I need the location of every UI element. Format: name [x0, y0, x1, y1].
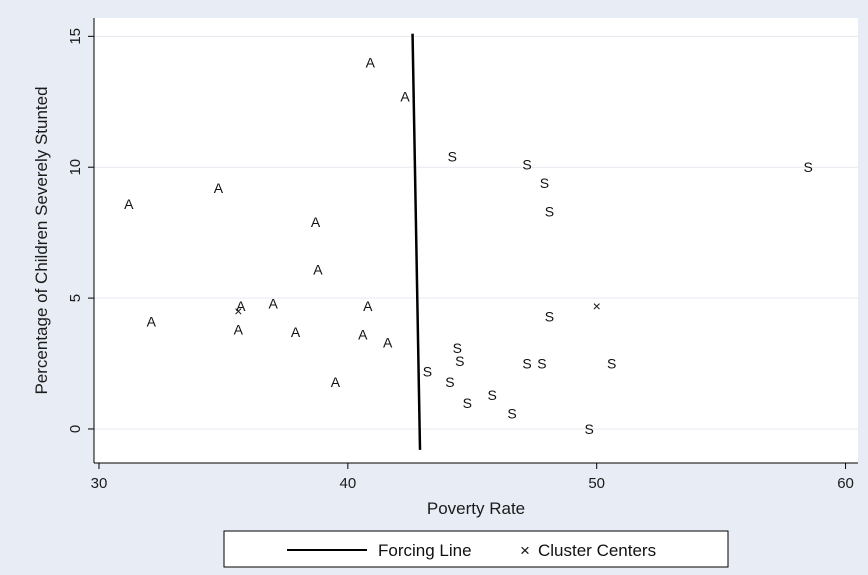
data-point-a: A: [234, 322, 244, 338]
y-tick-label: 10: [67, 159, 84, 176]
data-point-s: S: [488, 387, 497, 403]
y-tick-label: 5: [67, 294, 84, 302]
legend-item-forcing-line: Forcing Line: [378, 541, 472, 560]
x-tick-label: 50: [588, 475, 605, 492]
y-tick-label: 15: [67, 28, 84, 45]
data-point-s: S: [545, 204, 554, 220]
y-tick-label: 0: [67, 425, 84, 433]
data-point-a: A: [147, 314, 157, 330]
x-tick-label: 60: [837, 475, 854, 492]
data-point-s: S: [540, 175, 549, 191]
legend: Forcing Line × Cluster Centers: [224, 531, 728, 567]
data-point-a: A: [124, 196, 134, 212]
data-point-s: S: [507, 405, 516, 421]
data-point-s: S: [463, 395, 472, 411]
cluster-center-marker: ×: [593, 298, 601, 314]
data-point-a: A: [363, 298, 373, 314]
data-point-s: S: [585, 421, 594, 437]
x-tick-label: 40: [339, 475, 356, 492]
y-axis-title: Percentage of Children Severely Stunted: [32, 86, 51, 394]
data-point-a: A: [269, 295, 279, 311]
data-point-a: A: [311, 214, 321, 230]
cluster-center-marker: ×: [234, 303, 242, 319]
data-point-a: A: [400, 89, 410, 105]
legend-cross-swatch: ×: [520, 541, 530, 560]
data-point-s: S: [522, 356, 531, 372]
data-point-s: S: [545, 308, 554, 324]
data-point-s: S: [607, 356, 616, 372]
data-point-s: S: [804, 159, 813, 175]
legend-item-cluster-centers: Cluster Centers: [538, 541, 656, 560]
data-point-s: S: [445, 374, 454, 390]
data-point-a: A: [383, 335, 393, 351]
x-tick-label: 30: [91, 475, 108, 492]
data-point-a: A: [366, 55, 376, 71]
data-point-a: A: [331, 374, 341, 390]
data-point-s: S: [455, 353, 464, 369]
data-point-a: A: [313, 261, 323, 277]
data-point-s: S: [448, 149, 457, 165]
data-point-a: A: [358, 327, 368, 343]
data-point-a: A: [214, 180, 224, 196]
data-point-s: S: [522, 157, 531, 173]
data-point-s: S: [423, 363, 432, 379]
data-point-a: A: [291, 324, 301, 340]
data-point-s: S: [537, 356, 546, 372]
plot-area: [94, 18, 858, 463]
x-axis-title: Poverty Rate: [427, 499, 525, 518]
